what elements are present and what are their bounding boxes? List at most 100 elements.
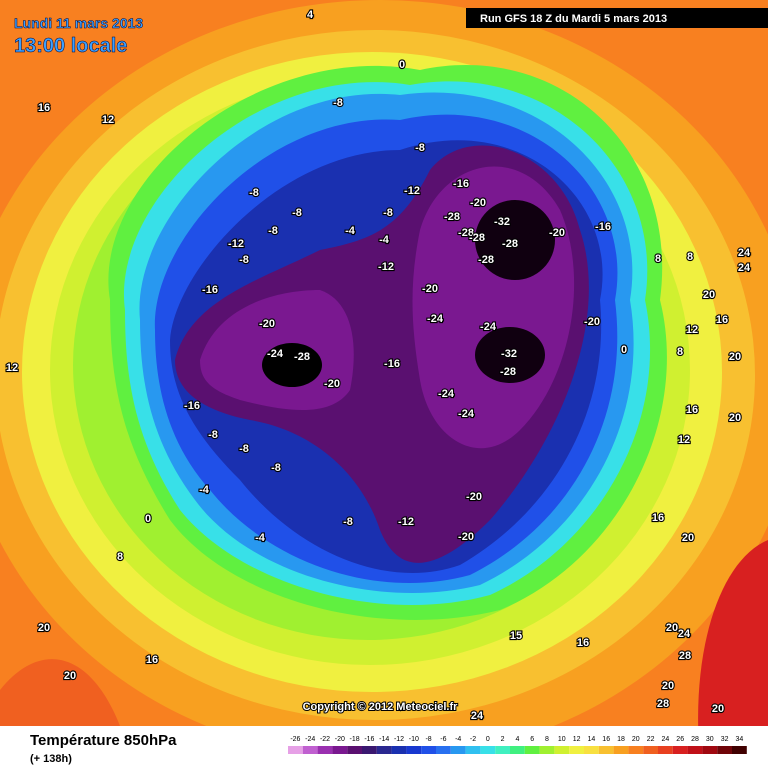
contour-label: -12 — [378, 261, 394, 273]
scale-swatch — [672, 746, 688, 754]
scale-swatch — [465, 746, 481, 754]
scale-swatch — [628, 746, 644, 754]
scale-label: -22 — [320, 736, 330, 743]
contour-label: -28 — [294, 351, 310, 363]
scale-label: -4 — [455, 736, 461, 743]
contour-label: -8 — [249, 187, 259, 199]
contour-label: -12 — [404, 185, 420, 197]
contour-label: 28 — [657, 698, 669, 710]
scale-label: 16 — [602, 736, 610, 743]
scale-swatch — [421, 746, 436, 754]
scale-swatch — [658, 746, 673, 754]
scale-swatch — [450, 746, 466, 754]
contour-label: -24 — [267, 348, 284, 360]
scale-label: -12 — [394, 736, 404, 743]
contour-label: -8 — [239, 254, 249, 266]
run-box — [466, 8, 768, 28]
contour-label: -4 — [379, 234, 390, 246]
scale-label: -14 — [379, 736, 389, 743]
scale-label: -8 — [425, 736, 431, 743]
contour-label: 8 — [677, 346, 683, 358]
scale-swatch — [406, 746, 422, 754]
scale-label: 14 — [588, 736, 596, 743]
scale-label: 4 — [515, 736, 519, 743]
scale-label: 26 — [676, 736, 684, 743]
contour-label: -20 — [470, 197, 486, 209]
contour-label: 20 — [38, 622, 50, 634]
scale-swatch — [584, 746, 599, 754]
contour-label: -16 — [202, 284, 218, 296]
contour-label: 12 — [686, 324, 698, 336]
contour-label: 20 — [712, 703, 724, 715]
contour-label: 8 — [687, 251, 693, 263]
contour-label: -28 — [469, 232, 485, 244]
scale-swatch — [539, 746, 555, 754]
contour-label: 20 — [703, 289, 715, 301]
scale-swatch — [510, 746, 525, 754]
contour-label: 28 — [679, 650, 691, 662]
contour-label: 16 — [652, 512, 664, 524]
contour-label: -32 — [501, 348, 517, 360]
scale-swatch — [569, 746, 584, 754]
contour-label: -24 — [480, 321, 497, 333]
contour-label: -28 — [478, 254, 494, 266]
contour-label: -32 — [494, 216, 510, 228]
contour-label: 16 — [577, 637, 589, 649]
contour-label: -16 — [384, 358, 400, 370]
contour-label: -16 — [453, 178, 469, 190]
scale-swatch — [702, 746, 718, 754]
contour-label: 20 — [64, 670, 76, 682]
scale-swatch — [554, 746, 570, 754]
scale-swatch — [613, 746, 629, 754]
contour-label: -20 — [458, 531, 474, 543]
contour-label: 16 — [38, 102, 50, 114]
contour-label: -4 — [199, 484, 210, 496]
scale-label: 28 — [691, 736, 699, 743]
scale-label: -26 — [290, 736, 300, 743]
scale-swatch — [495, 746, 510, 754]
run-info: Run GFS 18 Z du Mardi 5 mars 2013 — [480, 13, 667, 25]
contour-label: -28 — [458, 227, 474, 239]
scale-swatch — [347, 746, 362, 754]
forecast-time: 13:00 locale — [14, 35, 127, 57]
scale-swatch — [376, 746, 392, 754]
scale-swatch — [362, 746, 377, 754]
footer-lead: (+ 138h) — [30, 753, 72, 765]
contour-label: 4 — [307, 9, 314, 21]
scale-label: -24 — [305, 736, 315, 743]
scale-swatch — [317, 746, 333, 754]
contour-label: -8 — [208, 429, 218, 441]
contour-label: 24 — [471, 710, 484, 722]
contour-label: 20 — [662, 680, 674, 692]
contour-label: 12 — [102, 114, 114, 126]
copyright: Copyright © 2012 Meteociel.fr — [303, 701, 459, 713]
contour-label: 16 — [716, 314, 728, 326]
contour-label: -8 — [343, 516, 353, 528]
contour-label: -24 — [458, 408, 475, 420]
scale-swatch — [436, 746, 451, 754]
contour-label: 16 — [686, 404, 698, 416]
scale-swatch — [332, 746, 348, 754]
contour-label: 8 — [117, 551, 123, 563]
contour-label: -20 — [584, 316, 600, 328]
contour-label: -28 — [500, 366, 516, 378]
contour-label: 0 — [621, 344, 627, 356]
scale-label: 24 — [662, 736, 670, 743]
contour-label: -16 — [595, 221, 611, 233]
contour-label: 0 — [145, 513, 151, 525]
contour-label: -8 — [415, 142, 425, 154]
contour-label: -20 — [549, 227, 565, 239]
scale-label: 8 — [545, 736, 549, 743]
scale-swatch — [687, 746, 703, 754]
scale-label: 20 — [632, 736, 640, 743]
contour-label: -4 — [345, 225, 356, 237]
scale-swatch — [391, 746, 407, 754]
contour-label: -12 — [228, 238, 244, 250]
scale-swatch — [643, 746, 658, 754]
contour-label: 0 — [399, 59, 405, 71]
color-scale: -26 -24 -22 -20 -18 -16 -14 -12 -10 -8 -6 -4 -2 0 2 4 6 8… — [288, 736, 747, 754]
contour-label: -20 — [466, 491, 482, 503]
contour-label: 16 — [146, 654, 158, 666]
